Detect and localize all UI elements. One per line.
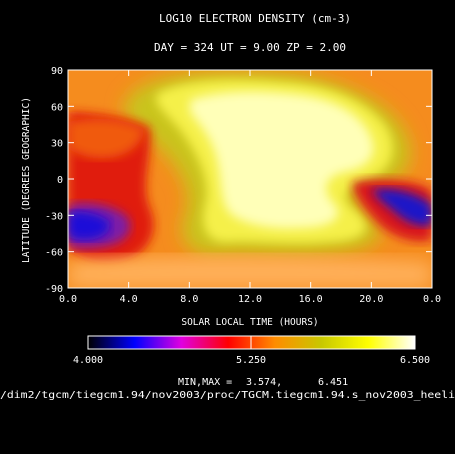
- x-tick-label: 0.0: [423, 294, 441, 305]
- south-band: [68, 256, 432, 288]
- y-tick-label: -90: [45, 284, 63, 295]
- x-tick-label: 8.0: [180, 294, 198, 305]
- x-tick-label: 4.0: [120, 294, 138, 305]
- y-tick-label: 90: [51, 66, 63, 77]
- x-tick-label: 12.0: [238, 294, 262, 305]
- density-field: [68, 70, 432, 288]
- y-axis: -90 -60 -30 0 30 60 90: [45, 66, 432, 295]
- colorbar-min-label: 4.000: [73, 355, 103, 366]
- x-tick-label: 16.0: [299, 294, 323, 305]
- colorbar-mid-label: 5.250: [236, 355, 266, 366]
- y-tick-label: -30: [45, 211, 63, 222]
- x-axis: 0.0 4.0 8.0 12.0 16.0 20.0 0.0: [59, 70, 441, 305]
- y-tick-label: 60: [51, 102, 63, 113]
- chart-subtitle: DAY = 324 UT = 9.00 ZP = 2.00: [154, 41, 346, 54]
- trough-east-blue: [372, 189, 432, 226]
- y-tick-label: 0: [57, 175, 63, 186]
- trough-west-upper: [68, 118, 145, 159]
- trough-west-blue: [68, 211, 111, 240]
- colorbar-max-label: 6.500: [400, 355, 430, 366]
- x-axis-label: SOLAR LOCAL TIME (HOURS): [181, 317, 318, 328]
- y-tick-label: -60: [45, 248, 63, 259]
- minmax-label: MIN,MAX =: [178, 377, 232, 388]
- min-value: 3.574,: [246, 377, 282, 388]
- core-peak: [190, 91, 374, 229]
- x-tick-label: 20.0: [359, 294, 383, 305]
- y-tick-label: 30: [51, 139, 63, 150]
- y-axis-label: LATITUDE (DEGREES GEOGRAPHIC): [21, 97, 32, 263]
- chart-title: LOG10 ELECTRON DENSITY (cm-3): [159, 12, 351, 25]
- max-value: 6.451: [318, 377, 348, 388]
- file-path: /dim2/tgcm/tiegcm1.94/nov2003/proc/TGCM.…: [0, 390, 455, 401]
- x-tick-label: 0.0: [59, 294, 77, 305]
